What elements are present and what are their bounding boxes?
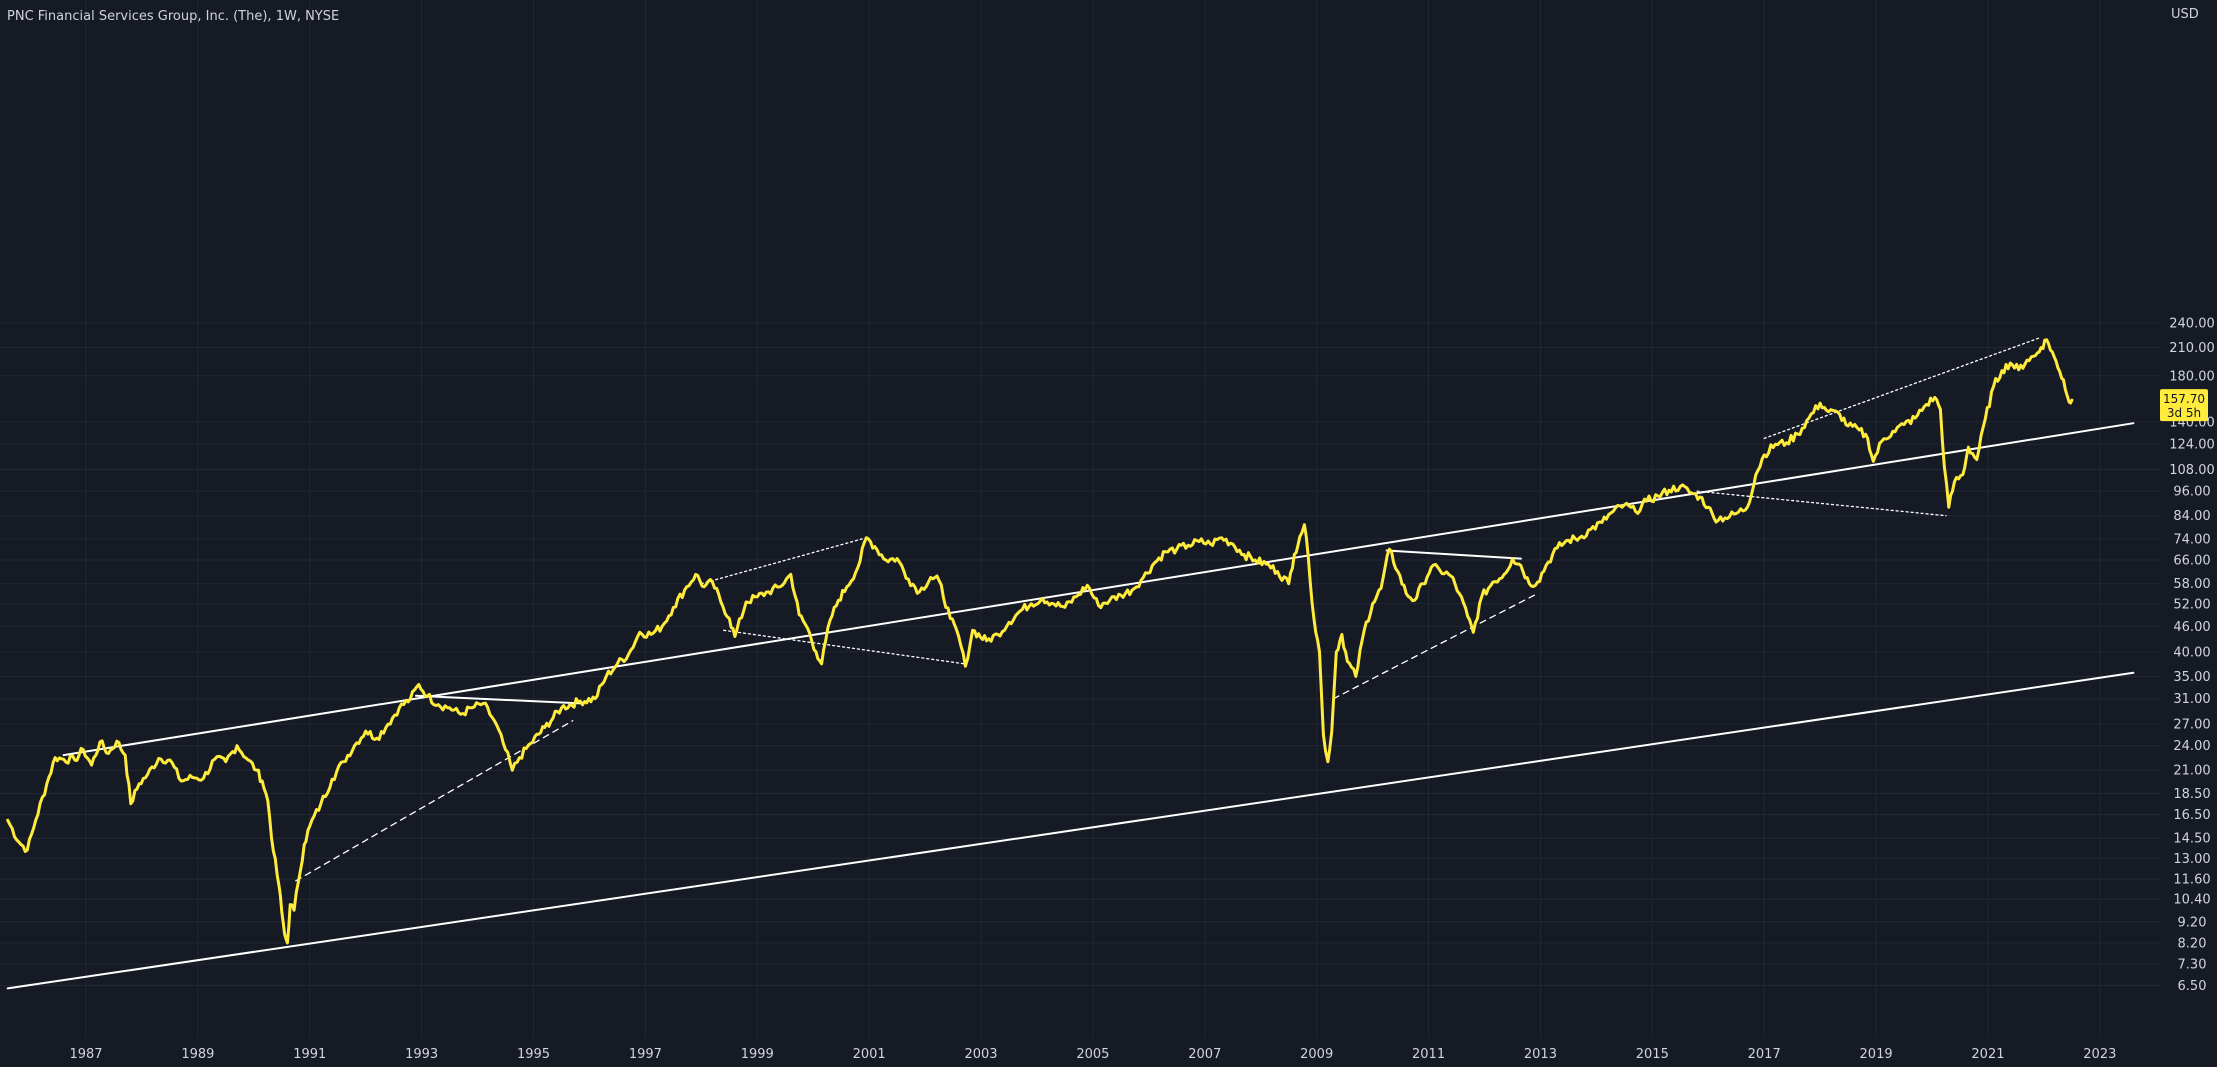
y-tick-label: 124.00 — [2169, 438, 2215, 453]
trendline-dotted — [1763, 336, 2042, 440]
axes: 6.50 7.30 8.20 9.20 10.40 11.60 13.00 14.50 16.5… — [69, 316, 2214, 1062]
y-tick-label: 16.50 — [2173, 808, 2210, 823]
last-price-badge-bg — [2160, 389, 2208, 422]
x-tick-label: 2013 — [1524, 1047, 1557, 1062]
y-tick-label: 84.00 — [2173, 509, 2210, 524]
x-tick-label: 2001 — [853, 1047, 886, 1062]
y-tick-label: 210.00 — [2169, 341, 2215, 356]
trendline-dashed — [1332, 592, 1539, 700]
x-tick-label: 2021 — [1971, 1047, 2004, 1062]
y-tick-label: 24.00 — [2173, 739, 2210, 754]
y-tick-label: 96.00 — [2173, 485, 2210, 500]
x-tick-label: 1999 — [741, 1047, 774, 1062]
y-tick-label: 35.00 — [2173, 670, 2210, 685]
grid — [0, 0, 2160, 1038]
last-price-value: 157.70 — [2163, 392, 2205, 406]
x-tick-label: 2015 — [1636, 1047, 1669, 1062]
x-tick-label: 2023 — [2083, 1047, 2116, 1062]
y-tick-label: 40.00 — [2173, 645, 2210, 660]
y-tick-label: 14.50 — [2173, 832, 2210, 847]
x-tick-label: 2007 — [1188, 1047, 1221, 1062]
y-tick-label: 21.00 — [2173, 764, 2210, 779]
x-tick-label: 2011 — [1412, 1047, 1445, 1062]
y-tick-label: 46.00 — [2173, 620, 2210, 635]
y-tick-label: 74.00 — [2173, 532, 2210, 547]
x-tick-label: 1989 — [181, 1047, 214, 1062]
y-tick-label: 7.30 — [2178, 958, 2207, 973]
x-tick-label: 1995 — [517, 1047, 550, 1062]
y-tick-label: 8.20 — [2178, 936, 2207, 951]
y-tick-label: 10.40 — [2173, 893, 2210, 908]
chart-title: PNC Financial Services Group, Inc. (The)… — [7, 9, 339, 24]
x-tick-label: 1987 — [69, 1047, 102, 1062]
trendline-dotted — [723, 629, 965, 665]
trendline-solid — [6, 671, 2135, 990]
x-tick-label: 2019 — [1860, 1047, 1893, 1062]
x-tick-label: 2005 — [1076, 1047, 1109, 1062]
currency-label: USD — [2171, 7, 2199, 22]
y-tick-label: 13.00 — [2173, 852, 2210, 867]
y-tick-label: 66.00 — [2173, 553, 2210, 568]
x-tick-label: 1991 — [293, 1047, 326, 1062]
y-tick-label: 52.00 — [2173, 597, 2210, 612]
y-tick-label: 108.00 — [2169, 463, 2215, 478]
x-tick-label: 2003 — [964, 1047, 997, 1062]
series — [6, 338, 2074, 945]
y-tick-label: 31.00 — [2173, 692, 2210, 707]
y-tick-label: 9.20 — [2178, 915, 2207, 930]
y-tick-label: 240.00 — [2169, 316, 2215, 331]
trendline-dotted — [700, 537, 868, 585]
price-line — [6, 338, 2074, 945]
y-tick-label: 18.50 — [2173, 787, 2210, 802]
trendline-dotted — [1696, 490, 1947, 517]
x-tick-label: 2009 — [1300, 1047, 1333, 1062]
bar-countdown: 3d 5h — [2167, 406, 2201, 420]
y-tick-label: 180.00 — [2169, 369, 2215, 384]
x-tick-label: 1997 — [629, 1047, 662, 1062]
x-tick-label: 1993 — [405, 1047, 438, 1062]
y-tick-label: 27.00 — [2173, 718, 2210, 733]
trendline-solid — [415, 694, 585, 705]
x-tick-label: 2017 — [1748, 1047, 1781, 1062]
y-tick-label: 11.60 — [2173, 873, 2210, 888]
last-price-badge: 157.70 3d 5h — [2160, 389, 2208, 422]
y-tick-label: 58.00 — [2173, 577, 2210, 592]
y-tick-label: 6.50 — [2178, 979, 2207, 994]
trendline-solid — [1385, 549, 1522, 560]
